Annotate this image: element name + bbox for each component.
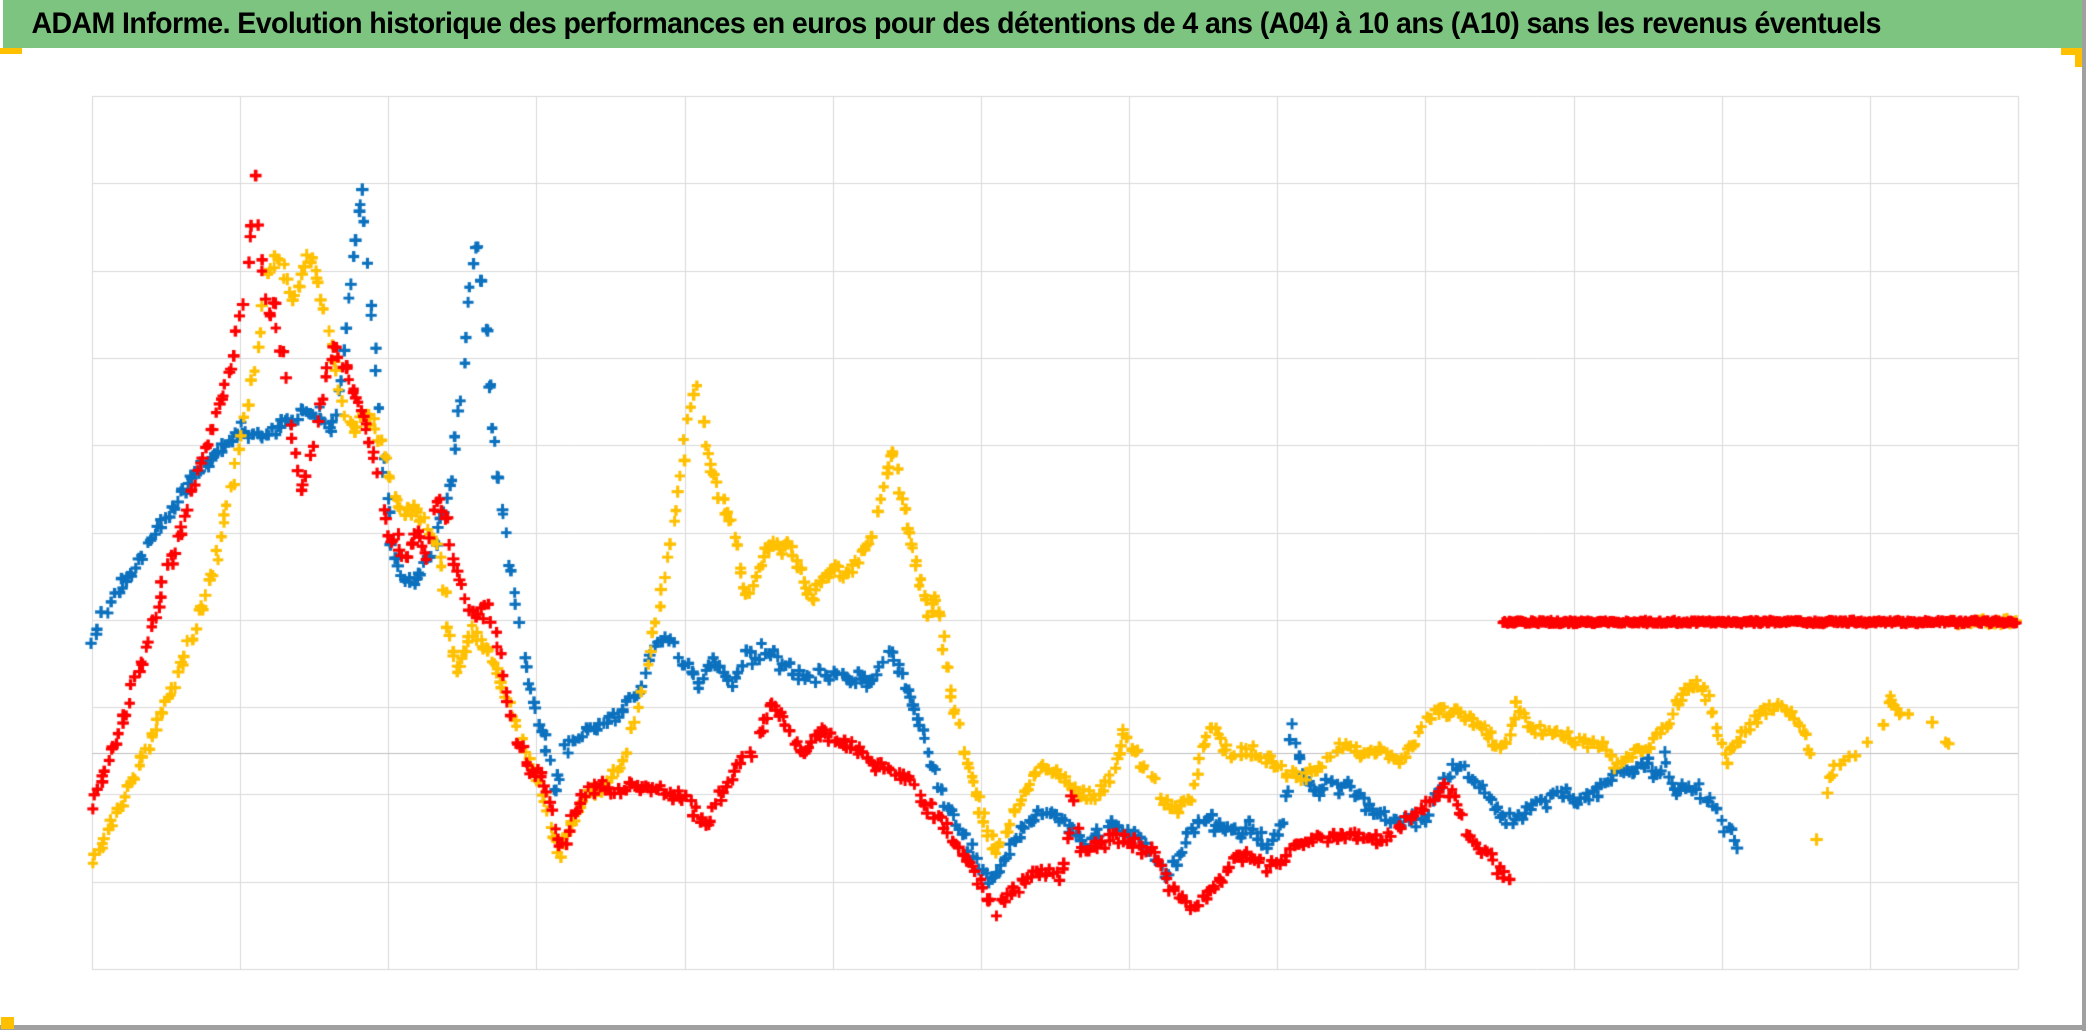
chart-title: ADAM Informe. Evolution historique des p… bbox=[31, 7, 1882, 40]
bottom-frame-line bbox=[0, 1025, 2086, 1030]
accent-corner-right-horizontal bbox=[2061, 48, 2083, 55]
chart-title-bar: ADAM Informe. Evolution historique des p… bbox=[3, 0, 2082, 48]
accent-corner-right-vertical bbox=[2075, 48, 2083, 67]
right-frame-line bbox=[2082, 0, 2086, 1031]
accent-mark-bottom-left bbox=[1, 1017, 14, 1029]
accent-mark-left bbox=[0, 48, 22, 54]
